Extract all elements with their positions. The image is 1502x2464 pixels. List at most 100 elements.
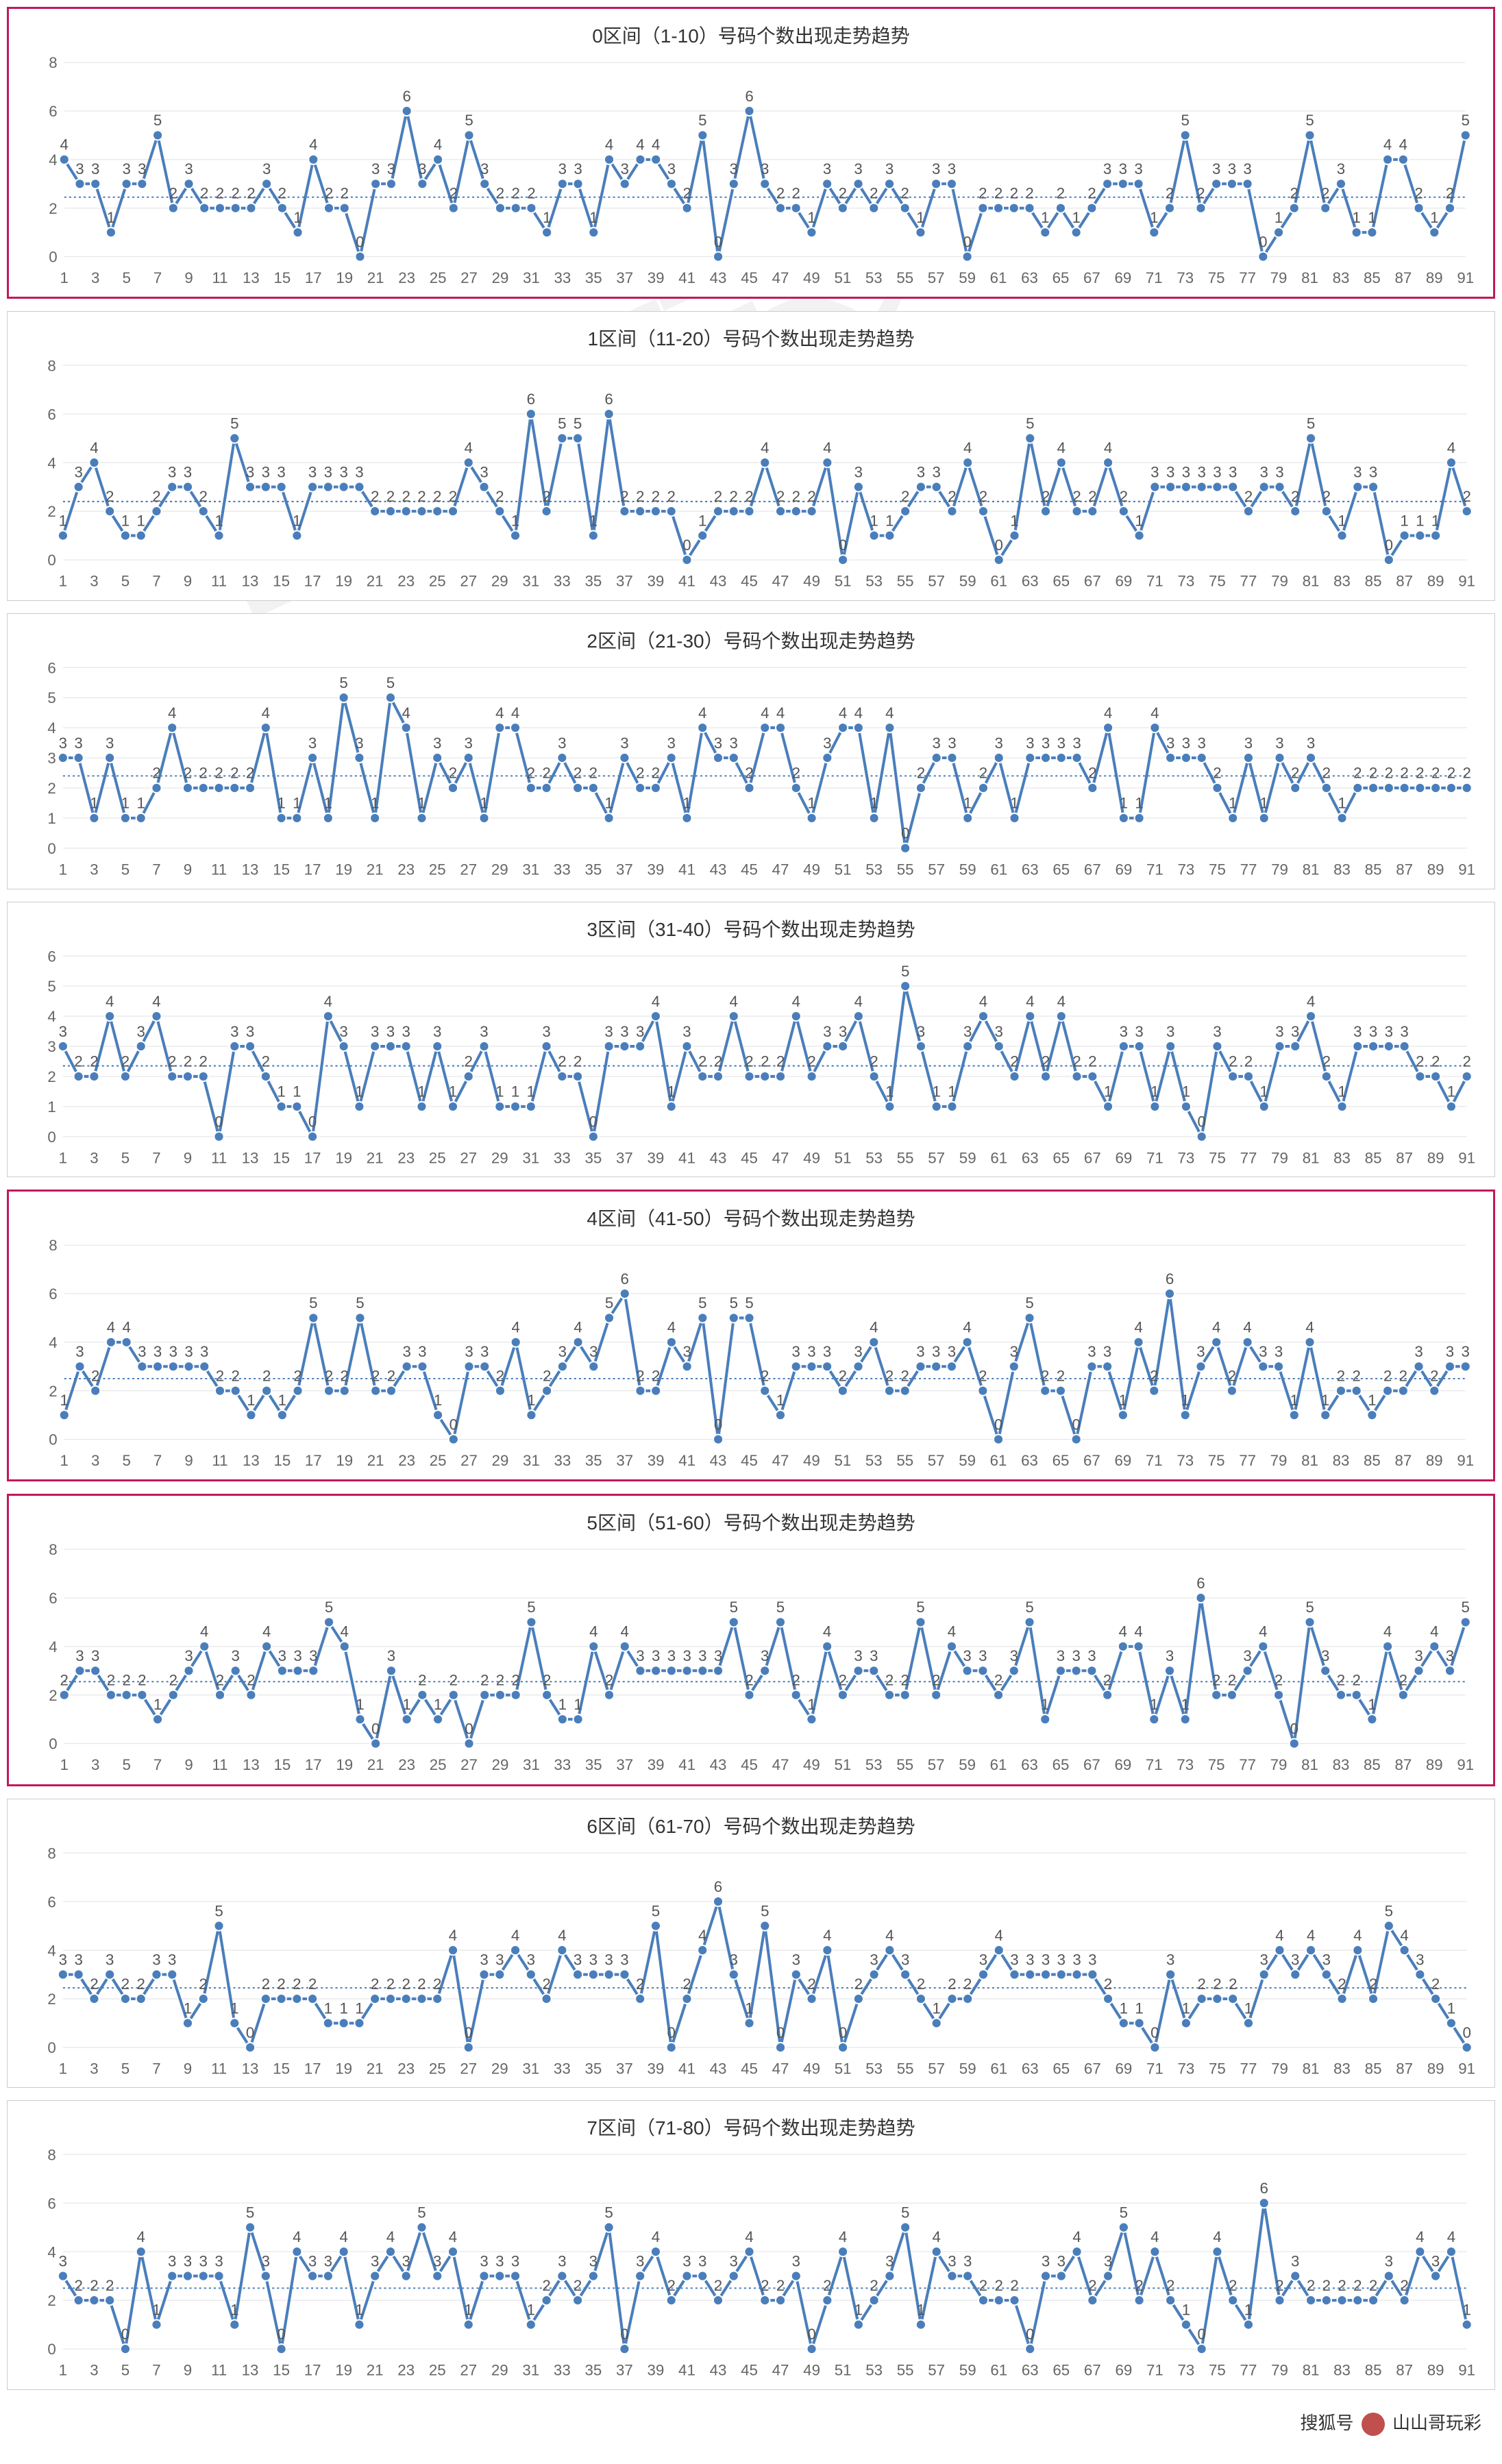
data-label: 1	[107, 209, 115, 226]
data-marker	[89, 1071, 99, 1081]
x-axis-label: 61	[990, 2060, 1007, 2077]
data-label: 2	[402, 1975, 410, 1993]
data-label: 4	[621, 1623, 629, 1640]
data-marker	[1057, 1011, 1066, 1021]
data-marker	[760, 723, 770, 732]
data-marker	[620, 1642, 630, 1651]
data-label: 2	[1322, 765, 1331, 782]
data-marker	[776, 1410, 785, 1420]
data-marker	[963, 1042, 972, 1051]
data-label: 3	[1213, 1022, 1221, 1039]
data-marker	[1322, 783, 1331, 793]
data-marker	[1056, 204, 1066, 213]
data-marker	[230, 2018, 239, 2028]
data-marker	[682, 2271, 691, 2281]
data-marker	[604, 155, 614, 164]
data-label: 3	[1291, 1022, 1299, 1039]
x-axis-label: 87	[1396, 861, 1413, 878]
data-marker	[1057, 753, 1066, 763]
data-label: 2	[1399, 1368, 1407, 1385]
data-marker	[308, 2271, 317, 2281]
data-label: 3	[1166, 464, 1174, 481]
data-label: 1	[293, 513, 301, 530]
data-label: 3	[1042, 2253, 1050, 2270]
data-label: 4	[636, 136, 644, 153]
data-marker	[199, 1071, 208, 1081]
x-axis-label: 83	[1333, 269, 1350, 286]
x-axis-label: 31	[522, 2060, 539, 2077]
data-marker	[1336, 1690, 1346, 1700]
data-marker	[371, 179, 380, 188]
x-axis-label: 19	[335, 2060, 352, 2077]
data-label: 4	[152, 992, 160, 1009]
data-marker	[589, 783, 598, 793]
data-marker	[667, 1338, 676, 1347]
data-marker	[261, 2271, 271, 2281]
data-label: 1	[402, 1696, 410, 1713]
data-marker	[526, 1101, 536, 1111]
x-axis-label: 29	[491, 573, 508, 590]
data-label: 3	[246, 464, 254, 481]
x-axis-label: 37	[616, 2362, 633, 2379]
data-marker	[136, 1042, 146, 1051]
data-marker	[137, 1362, 147, 1371]
data-label: 2	[682, 1975, 691, 1993]
data-marker	[978, 1386, 987, 1396]
data-marker	[167, 723, 177, 732]
data-marker	[1415, 2247, 1425, 2256]
data-label: 3	[823, 1343, 831, 1360]
data-label: 2	[216, 185, 224, 202]
data-label: 0	[994, 1416, 1002, 1433]
data-label: 2	[199, 1975, 208, 1993]
x-axis-label: 29	[491, 2362, 508, 2379]
data-marker	[167, 2271, 177, 2281]
data-label: 1	[932, 1083, 940, 1100]
x-axis-label: 21	[367, 1149, 384, 1166]
data-label: 4	[1150, 2228, 1159, 2245]
data-label: 4	[932, 2228, 940, 2245]
data-marker	[994, 1945, 1004, 1955]
data-marker	[1399, 1386, 1408, 1396]
data-label: 6	[402, 88, 410, 105]
data-label: 3	[761, 160, 769, 177]
data-marker	[261, 1071, 271, 1081]
data-label: 4	[652, 136, 660, 153]
data-label: 2	[792, 765, 800, 782]
data-label: 5	[153, 112, 162, 129]
data-marker	[729, 753, 739, 763]
x-axis-label: 43	[710, 573, 727, 590]
data-marker	[1445, 1666, 1455, 1676]
data-marker	[1337, 2295, 1346, 2305]
data-label: 3	[1369, 464, 1377, 481]
x-axis-label: 71	[1146, 1756, 1163, 1773]
data-marker	[1431, 1994, 1440, 2004]
data-label: 3	[262, 464, 270, 481]
x-axis-label: 11	[211, 2060, 227, 2077]
data-label: 2	[433, 1975, 441, 1993]
data-label: 3	[1104, 2253, 1112, 2270]
data-label: 3	[1244, 735, 1253, 752]
data-label: 4	[402, 704, 410, 722]
data-label: 4	[1104, 704, 1112, 722]
data-label: 3	[792, 1951, 800, 1968]
x-axis-label: 67	[1084, 861, 1101, 878]
data-marker	[183, 2018, 193, 2028]
data-marker	[122, 179, 132, 188]
chart-svg: 0246832220413333153043341343534133312323…	[21, 2147, 1481, 2384]
x-axis-label: 25	[429, 2060, 446, 2077]
data-label: 3	[168, 1951, 176, 1968]
data-label: 0	[839, 537, 847, 554]
x-axis-label: 13	[243, 1756, 260, 1773]
x-axis-label: 65	[1052, 1452, 1070, 1469]
data-marker	[278, 1666, 287, 1676]
data-marker	[58, 753, 68, 763]
data-label: 2	[574, 1052, 582, 1070]
chart-title: 3区间（31-40）号码个数出现走势趋势	[21, 915, 1481, 942]
data-label: 3	[168, 2253, 176, 2270]
data-label: 4	[761, 704, 769, 722]
data-marker	[433, 155, 443, 164]
data-marker	[323, 2018, 333, 2028]
data-label: 1	[137, 513, 145, 530]
x-axis-label: 21	[367, 269, 384, 286]
data-label: 2	[1275, 2277, 1283, 2294]
